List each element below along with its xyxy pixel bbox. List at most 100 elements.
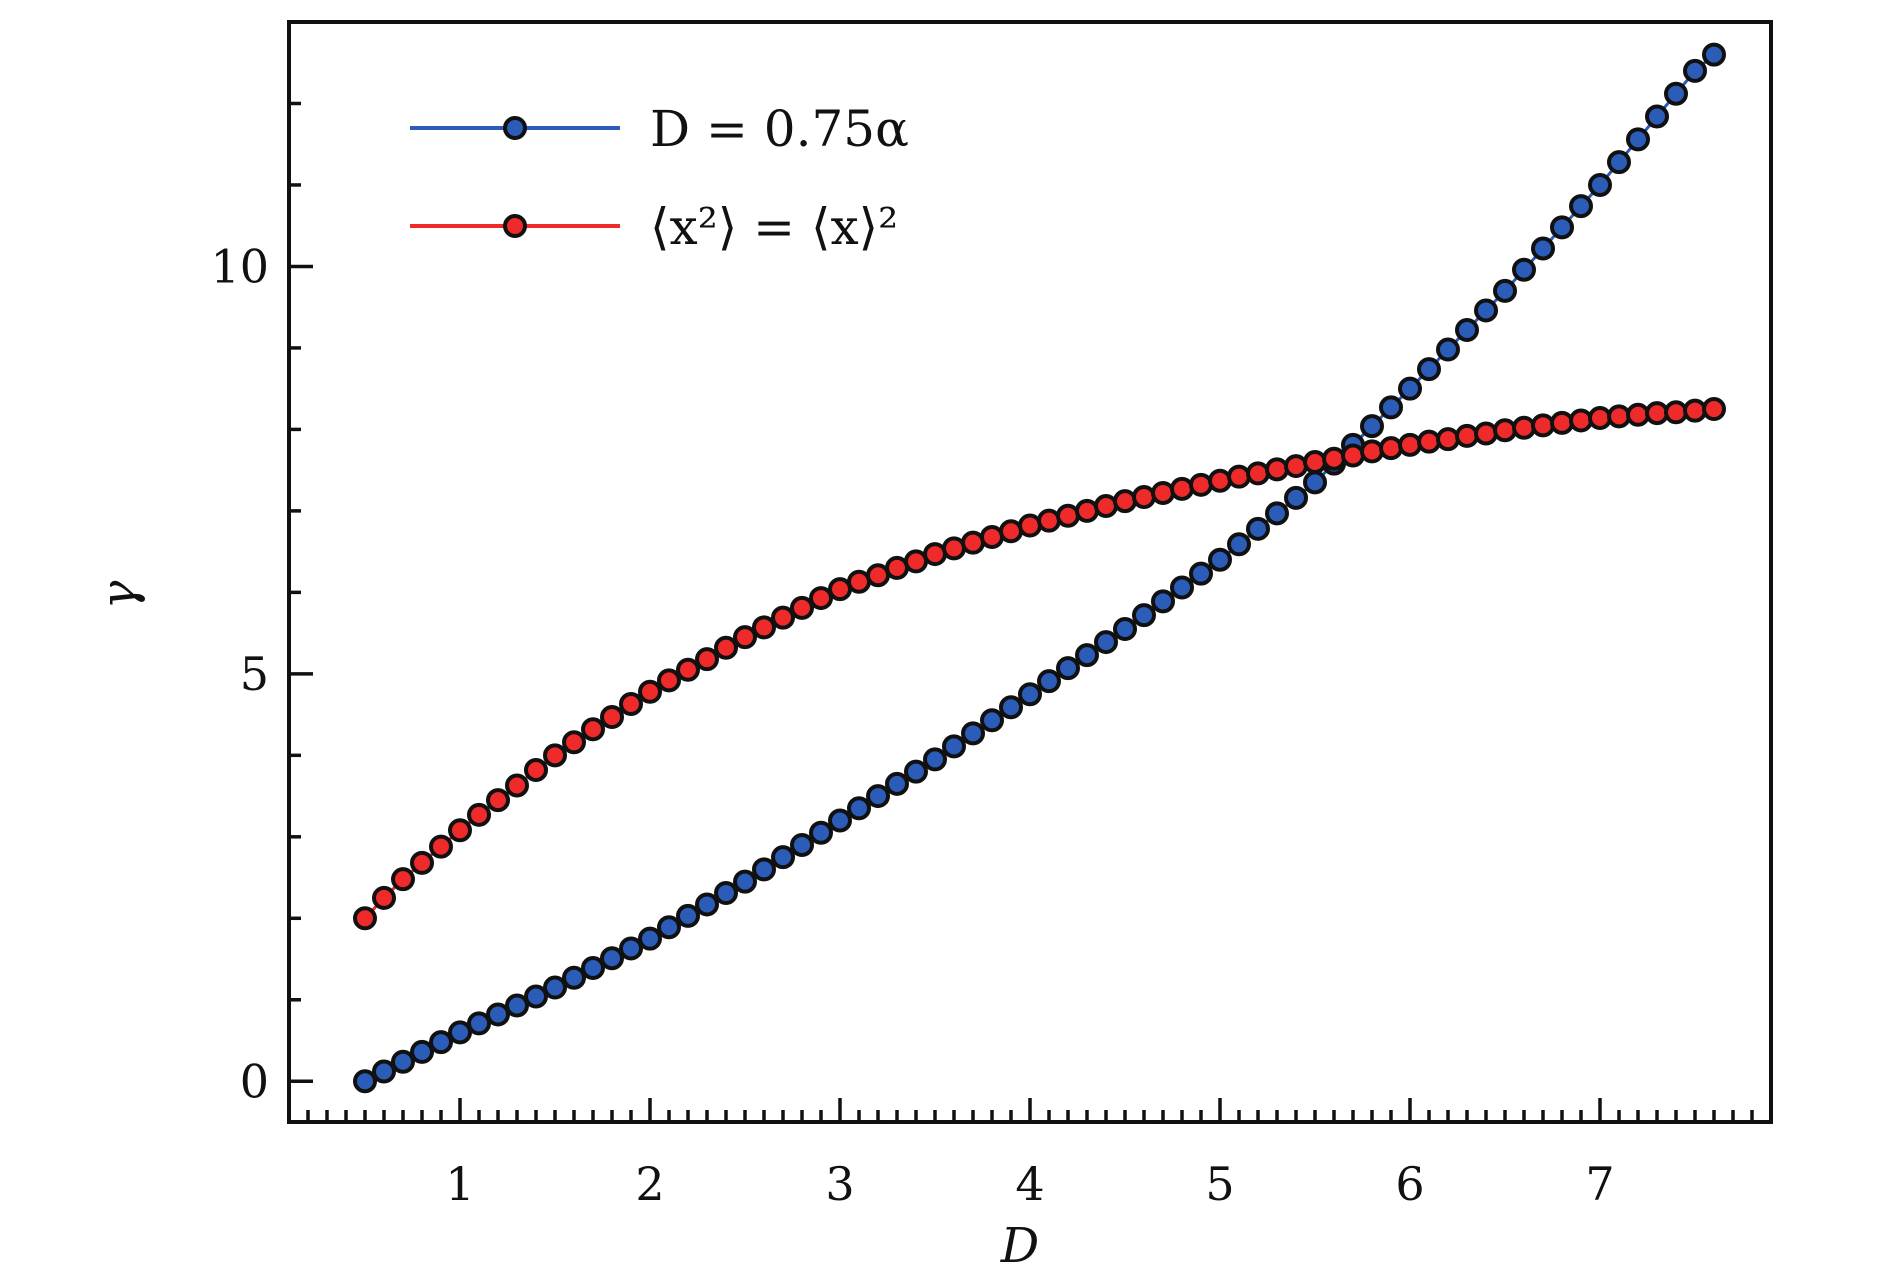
data-point — [486, 1002, 510, 1027]
data-point — [1075, 643, 1099, 668]
data-point — [1417, 429, 1441, 454]
data-point — [1398, 376, 1422, 401]
legend-item-blue: D = 0.75α — [410, 100, 909, 158]
x-tick-label: 4 — [1015, 1157, 1044, 1211]
data-point — [524, 984, 548, 1009]
data-point — [353, 906, 377, 931]
data-point — [657, 668, 681, 693]
data-point — [866, 784, 890, 809]
series-1 — [353, 397, 1726, 931]
data-point — [1645, 104, 1669, 129]
data-point — [1531, 236, 1555, 261]
data-point — [980, 524, 1004, 549]
data-point — [619, 692, 643, 716]
data-point — [790, 832, 814, 857]
data-point — [1265, 457, 1289, 482]
x-tick-label: 6 — [1395, 1157, 1424, 1211]
legend-label-blue: D = 0.75α — [650, 100, 909, 158]
data-point — [1151, 589, 1175, 614]
data-point — [676, 903, 700, 928]
data-point — [600, 946, 624, 971]
data-point — [904, 759, 928, 784]
data-point — [885, 555, 909, 580]
data-point — [828, 808, 852, 833]
data-point — [448, 1020, 472, 1045]
data-point — [866, 563, 890, 588]
data-point — [1303, 450, 1327, 474]
data-point — [1664, 400, 1688, 425]
data-point — [1018, 513, 1042, 538]
legend-item-red: ⟨x²⟩ = ⟨x⟩² — [410, 198, 898, 256]
data-point — [1265, 501, 1289, 526]
data-point — [1436, 427, 1460, 452]
data-point — [562, 965, 586, 990]
data-point — [1037, 508, 1061, 533]
data-point — [1702, 397, 1726, 422]
data-point — [1246, 516, 1270, 541]
data-point — [429, 834, 453, 859]
data-point — [1531, 413, 1555, 438]
data-point — [1360, 414, 1384, 439]
data-point — [1398, 432, 1422, 457]
data-point — [600, 705, 624, 730]
data-point — [999, 519, 1023, 544]
data-point — [1056, 656, 1080, 681]
data-point — [1132, 603, 1156, 628]
data-point — [1132, 485, 1156, 510]
x-tick-label: 2 — [635, 1157, 664, 1211]
data-point — [1474, 298, 1498, 323]
data-point — [1683, 58, 1707, 83]
data-point — [1569, 408, 1593, 433]
data-point — [1550, 215, 1574, 240]
data-point — [847, 569, 871, 594]
y-axis-label: γ — [91, 580, 147, 609]
data-point — [695, 892, 719, 917]
data-point — [1189, 561, 1213, 586]
data-point — [1645, 401, 1669, 426]
data-point — [752, 615, 776, 640]
data-point — [391, 1049, 415, 1074]
data-point — [847, 796, 871, 821]
plot-frame — [287, 20, 1773, 1124]
data-point — [1284, 454, 1308, 479]
data-point — [1151, 480, 1175, 505]
data-point — [1303, 470, 1327, 495]
data-point — [353, 1069, 377, 1094]
data-point — [714, 881, 738, 906]
data-point — [372, 885, 396, 910]
data-point — [1626, 402, 1650, 427]
data-point — [942, 734, 966, 759]
data-point — [980, 708, 1004, 733]
y-tick-label: 10 — [210, 239, 269, 293]
x-tick-label: 3 — [825, 1157, 854, 1211]
data-point — [1113, 617, 1137, 642]
data-point — [1246, 461, 1270, 486]
data-point — [1170, 575, 1194, 600]
series-0 — [353, 42, 1726, 1094]
x-tick-label: 1 — [445, 1157, 474, 1211]
data-point — [1626, 127, 1650, 152]
data-point — [410, 1039, 434, 1064]
legend: D = 0.75α ⟨x²⟩ = ⟨x⟩² — [410, 100, 909, 256]
data-point — [1284, 485, 1308, 510]
series-line — [363, 407, 1715, 920]
data-point — [1607, 404, 1631, 429]
legend-label-red: ⟨x²⟩ = ⟨x⟩² — [650, 198, 898, 256]
data-point — [676, 657, 700, 682]
data-point — [809, 820, 833, 845]
data-point — [505, 993, 529, 1018]
data-point — [1037, 669, 1061, 694]
data-point — [1379, 436, 1403, 461]
data-point — [1493, 278, 1517, 303]
data-point — [733, 625, 757, 650]
x-tick-label: 5 — [1205, 1157, 1234, 1211]
data-point — [1493, 418, 1517, 443]
data-point — [714, 635, 738, 660]
data-point — [1018, 682, 1042, 707]
data-point — [771, 605, 795, 630]
data-point — [1588, 172, 1612, 197]
data-point — [1322, 446, 1346, 471]
data-point — [562, 730, 586, 755]
x-tick-label: 7 — [1585, 1157, 1614, 1211]
